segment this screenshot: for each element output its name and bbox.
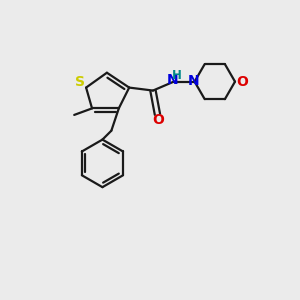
Text: O: O (236, 75, 248, 88)
Text: O: O (152, 113, 164, 127)
Text: H: H (172, 69, 182, 82)
Text: N: N (167, 73, 179, 87)
Text: S: S (75, 75, 85, 89)
Text: N: N (188, 74, 200, 88)
